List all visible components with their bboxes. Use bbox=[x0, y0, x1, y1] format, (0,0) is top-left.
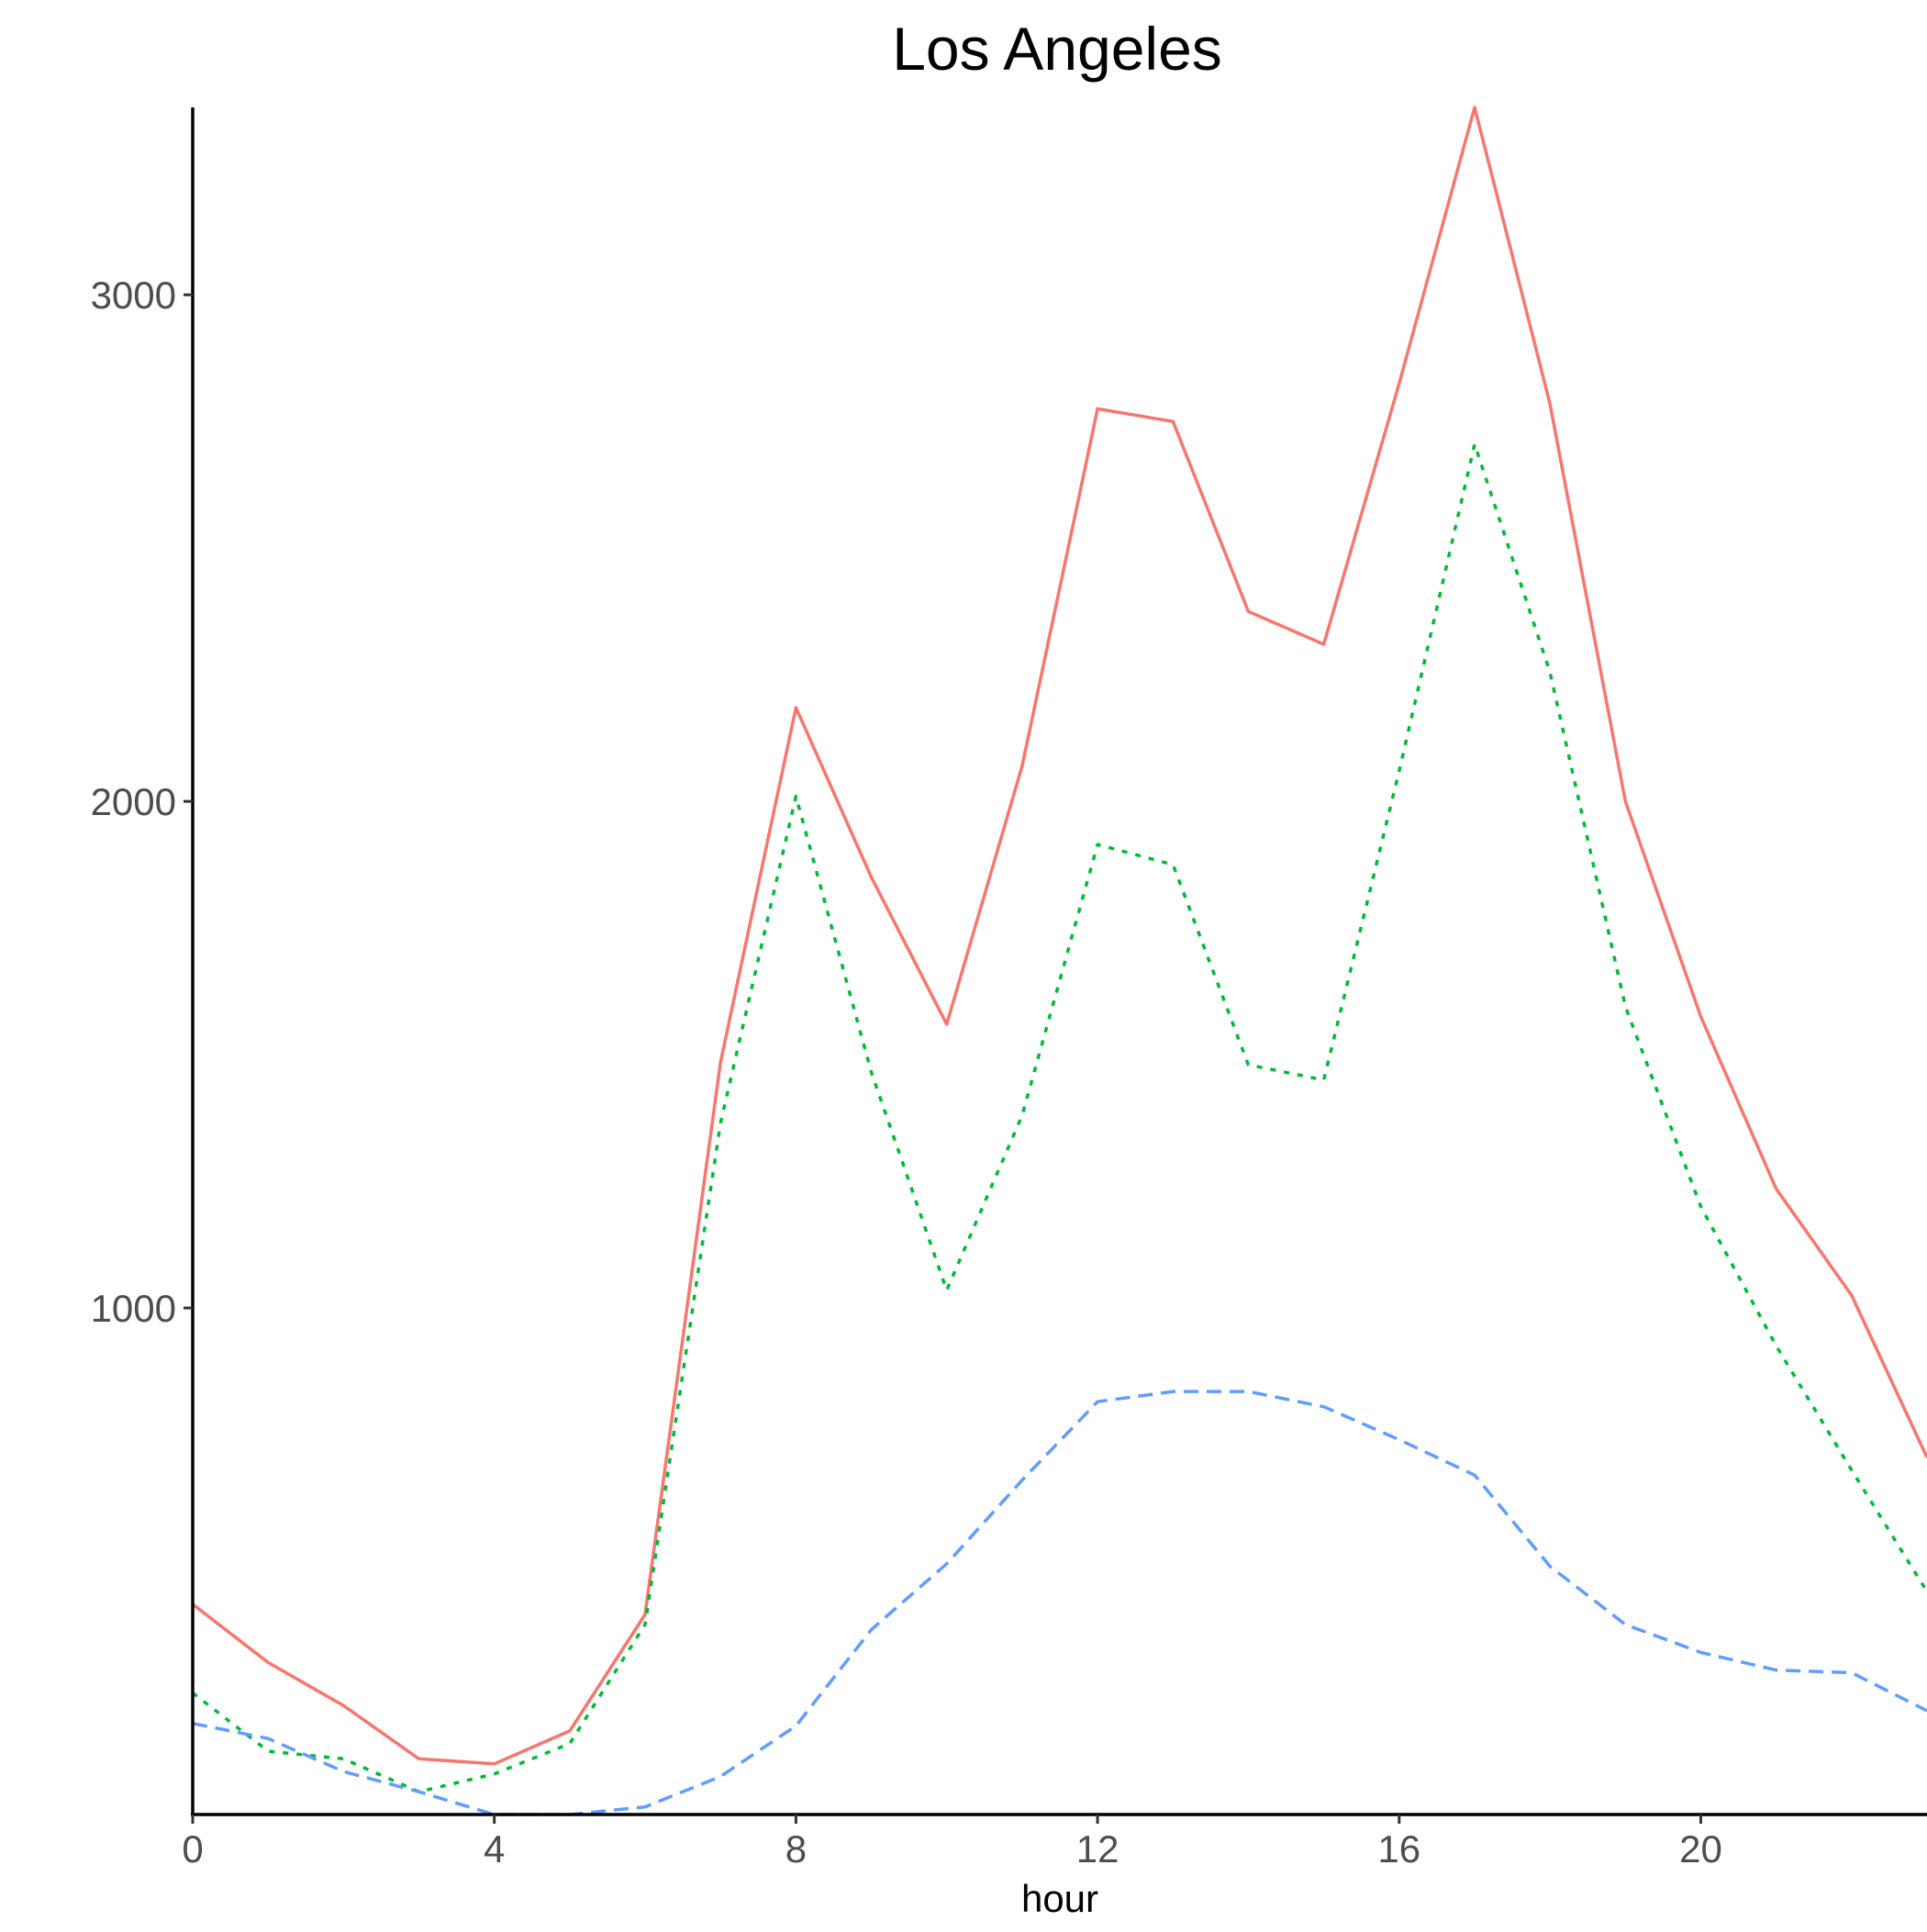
y-tick-label: 2000 bbox=[91, 780, 176, 823]
series-line-3 bbox=[192, 1390, 1927, 1816]
x-tick-label: 16 bbox=[1377, 1827, 1420, 1871]
x-tick-label: 20 bbox=[1679, 1827, 1722, 1871]
x-tick-label: 0 bbox=[182, 1827, 203, 1871]
y-tick-label: 3000 bbox=[91, 274, 176, 317]
x-ticks: 0 4 8 12 16 20 bbox=[182, 1815, 1722, 1871]
y-ticks: 1000 2000 3000 bbox=[91, 274, 193, 1330]
series-layer bbox=[191, 106, 1927, 1816]
x-tick-label: 4 bbox=[484, 1827, 505, 1871]
series-line-2 bbox=[191, 442, 1927, 1793]
series-line-1 bbox=[191, 106, 1927, 1766]
chart-title: Los Angeles bbox=[892, 15, 1222, 83]
x-tick-label: 8 bbox=[785, 1827, 807, 1871]
x-tick-label: 12 bbox=[1076, 1827, 1119, 1871]
x-axis-title: hour bbox=[1021, 1877, 1098, 1920]
y-tick-label: 1000 bbox=[91, 1287, 176, 1330]
